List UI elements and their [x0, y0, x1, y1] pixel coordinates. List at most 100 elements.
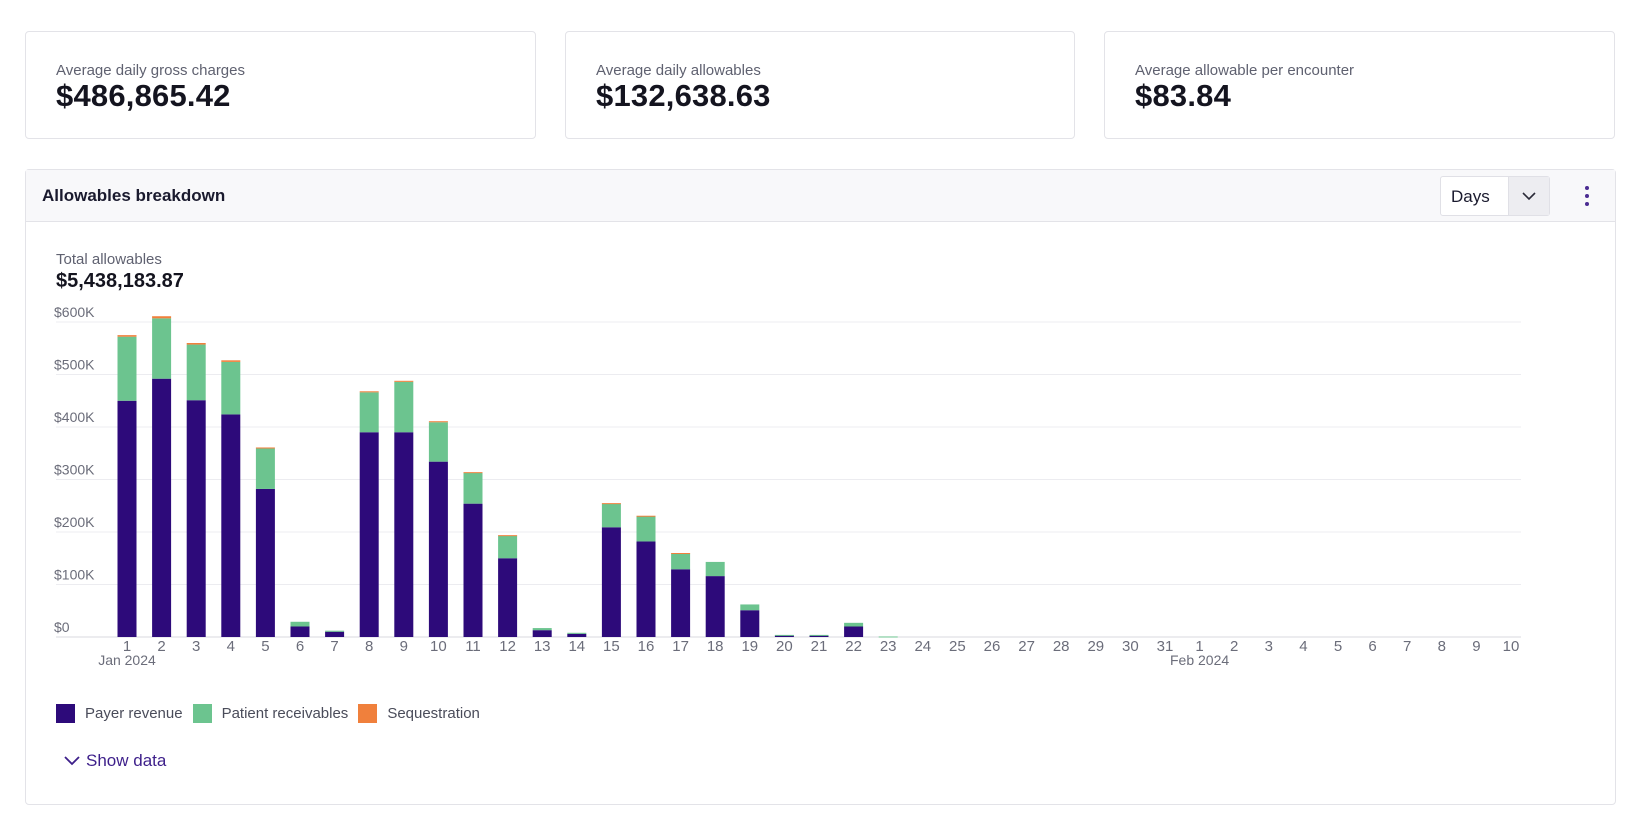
bar-segment-payer-revenue	[428, 461, 448, 637]
x-tick-label: 23	[880, 638, 897, 655]
panel-title: Allowables breakdown	[42, 186, 226, 205]
x-tick-label: 15	[603, 638, 620, 655]
bar-segment-patient-receivables	[463, 472, 483, 504]
show-data-toggle[interactable]: Show data	[64, 751, 166, 771]
legend-item-patient-receivables[interactable]: Patient receivables	[192, 704, 349, 723]
legend-swatch	[192, 704, 212, 723]
bar-segment-payer-revenue	[117, 400, 137, 637]
x-tick-label: 7	[1403, 638, 1411, 655]
panel-header: Allowables breakdown Days	[26, 170, 1615, 222]
bar-segment-patient-receivables	[498, 535, 518, 559]
legend-swatch	[358, 704, 378, 723]
kebab-menu-icon[interactable]	[1578, 180, 1596, 212]
x-tick-label: 17	[672, 638, 689, 655]
x-tick-label: 2	[1230, 638, 1238, 655]
x-tick-label: 6	[1368, 638, 1376, 655]
bar-segment-payer-revenue	[359, 432, 379, 637]
x-tick-label: 4	[227, 638, 235, 655]
show-data-label: Show data	[86, 751, 167, 770]
bar-segment-patient-receivables	[255, 448, 275, 489]
x-tick-label: 22	[845, 638, 862, 655]
x-tick-label: 5	[261, 638, 269, 655]
x-tick-label: 9	[1472, 638, 1480, 655]
x-tick-label: 3	[1265, 638, 1273, 655]
y-tick-label: $0	[54, 619, 70, 635]
bar-segment-payer-revenue	[705, 576, 725, 637]
x-tick-label: 6	[296, 638, 304, 655]
bar-segment-sequestration	[117, 335, 137, 337]
chevron-down-icon[interactable]	[1508, 177, 1549, 215]
bar-segment-patient-receivables	[878, 636, 898, 638]
y-tick-label: $400K	[54, 409, 95, 425]
bar-segment-patient-receivables	[394, 381, 414, 433]
bar-segment-sequestration	[428, 421, 448, 423]
y-tick-label: $300K	[54, 462, 95, 478]
bar-segment-patient-receivables	[844, 622, 864, 627]
chevron-down-icon	[64, 756, 80, 766]
x-tick-label: 5	[1334, 638, 1342, 655]
legend-item-payer-revenue[interactable]: Payer revenue	[56, 704, 183, 723]
bar-segment-sequestration	[255, 447, 275, 449]
x-tick-label: 7	[330, 638, 338, 655]
bar-segment-payer-revenue	[567, 633, 587, 637]
bar-segment-payer-revenue	[601, 527, 621, 637]
kpi-label: Average daily gross charges	[56, 62, 245, 79]
bar-segment-payer-revenue	[290, 626, 310, 637]
bar-segment-payer-revenue	[221, 414, 241, 637]
x-tick-label: 28	[1053, 638, 1070, 655]
kpi-card-gross-charges: Average daily gross charges $486,865.42	[25, 31, 536, 139]
bar-segment-payer-revenue	[809, 635, 829, 637]
total-allowables-label: Total allowables	[56, 251, 162, 268]
x-tick-label: 11	[465, 638, 481, 655]
bar-segment-payer-revenue	[636, 541, 656, 637]
bar-segment-payer-revenue	[463, 503, 483, 637]
bar-segment-sequestration	[394, 380, 414, 382]
bar-segment-patient-receivables	[290, 621, 310, 627]
bar-segment-patient-receivables	[636, 516, 656, 542]
x-tick-label: 3	[192, 638, 200, 655]
bar-segment-sequestration	[498, 535, 518, 537]
x-tick-label: 8	[1438, 638, 1446, 655]
bar-segment-patient-receivables	[705, 561, 725, 577]
kpi-value: $486,865.42	[56, 78, 231, 113]
bar-segment-payer-revenue	[740, 610, 760, 637]
kpi-card-allowable-per-encounter: Average allowable per encounter $83.84	[1104, 31, 1615, 139]
bar-segment-sequestration	[636, 515, 656, 517]
bar-segment-payer-revenue	[498, 558, 518, 637]
x-tick-label: 1	[123, 638, 131, 655]
x-tick-label: 9	[400, 638, 408, 655]
kpi-value: $132,638.63	[596, 78, 771, 113]
x-tick-label: 26	[984, 638, 1001, 655]
y-tick-label: $600K	[54, 304, 95, 320]
period-select[interactable]: Days	[1440, 176, 1550, 216]
bar-segment-patient-receivables	[809, 634, 829, 636]
bar-segment-payer-revenue	[325, 631, 345, 637]
x-tick-label: 25	[949, 638, 966, 655]
bar-segment-sequestration	[221, 360, 241, 362]
legend-label: Patient receivables	[221, 705, 349, 722]
bar-segment-patient-receivables	[774, 634, 794, 636]
x-tick-label: 21	[811, 638, 828, 655]
allowables-breakdown-panel: Allowables breakdown Days Total allowabl…	[25, 169, 1616, 805]
x-tick-label: 29	[1087, 638, 1104, 655]
bar-segment-sequestration	[186, 343, 206, 345]
bar-segment-patient-receivables	[601, 503, 621, 528]
x-tick-label: 18	[707, 638, 724, 655]
month-label: Jan 2024	[98, 652, 156, 668]
bar-segment-patient-receivables	[567, 632, 587, 634]
bar-segment-patient-receivables	[325, 630, 345, 632]
x-tick-label: 1	[1195, 638, 1203, 655]
bar-segment-payer-revenue	[844, 626, 864, 637]
bar-segment-patient-receivables	[532, 628, 552, 631]
bar-segment-payer-revenue	[186, 400, 206, 637]
bar-segment-sequestration	[671, 553, 691, 554]
bar-segment-sequestration	[463, 472, 483, 474]
x-tick-label: 10	[1503, 638, 1520, 655]
kpi-label: Average daily allowables	[596, 62, 761, 79]
x-tick-label: 2	[157, 638, 165, 655]
x-tick-label: 12	[499, 638, 516, 655]
legend-item-sequestration[interactable]: Sequestration	[358, 704, 480, 723]
bar-segment-patient-receivables	[221, 361, 241, 415]
x-tick-label: 16	[638, 638, 655, 655]
